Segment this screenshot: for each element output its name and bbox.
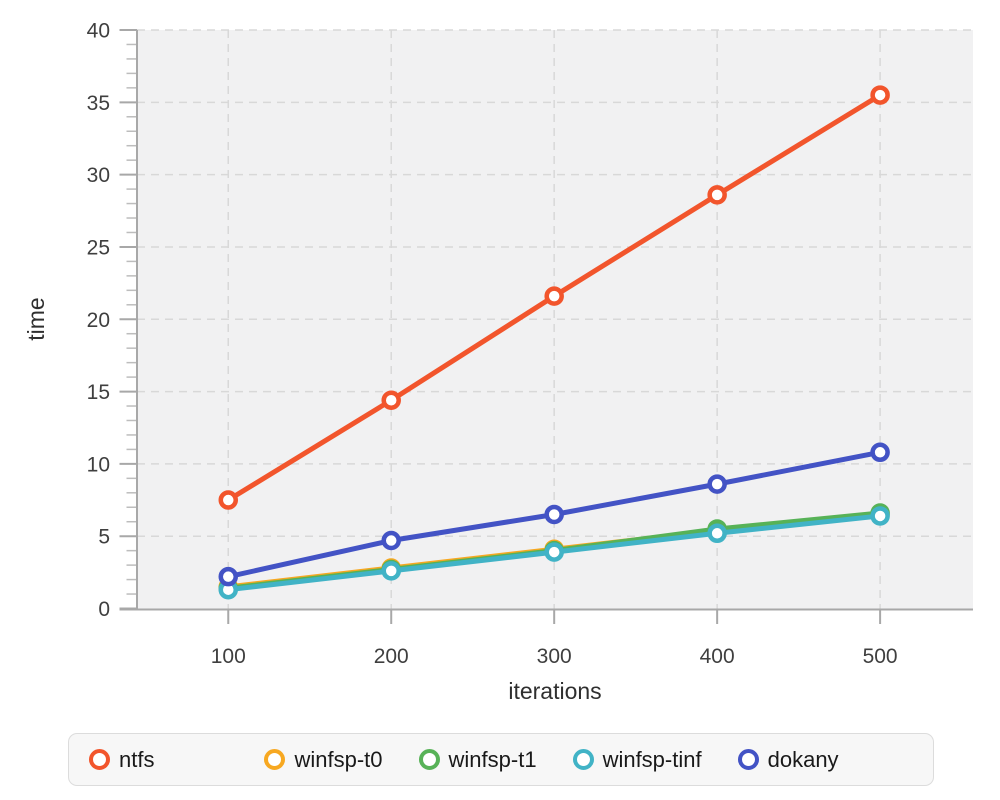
data-point-dokany bbox=[544, 504, 564, 525]
x-tick-label: 500 bbox=[863, 645, 898, 668]
legend-item-winfsp-t0[interactable]: winfsp-t0 bbox=[264, 746, 383, 773]
data-point-winfsp-tinf bbox=[381, 561, 401, 581]
data-point-ntfs bbox=[218, 490, 239, 510]
y-tick-label: 10 bbox=[87, 453, 110, 476]
data-point-dokany bbox=[218, 566, 239, 587]
x-tick-label: 200 bbox=[374, 645, 409, 668]
data-point-ntfs bbox=[870, 85, 890, 105]
chart-legend: ntfs winfsp-t0 winfsp-t1 winfsp-tinf dokany bbox=[68, 733, 934, 786]
legend-label: dokany bbox=[767, 746, 839, 772]
data-point-winfsp-tinf bbox=[870, 506, 890, 526]
legend-item-winfsp-tinf[interactable]: winfsp-tinf bbox=[572, 746, 702, 773]
y-tick-label: 30 bbox=[87, 164, 110, 187]
data-point-ntfs bbox=[381, 390, 401, 410]
legend-marker-icon bbox=[572, 749, 594, 770]
x-axis-title: iterations bbox=[508, 678, 601, 704]
y-tick-label: 40 bbox=[87, 20, 110, 43]
y-tick-label: 15 bbox=[87, 381, 110, 404]
legend-marker-icon bbox=[89, 749, 110, 770]
x-tick-label: 100 bbox=[211, 645, 246, 668]
y-tick-label: 0 bbox=[98, 598, 110, 621]
data-point-winfsp-tinf bbox=[544, 542, 564, 562]
x-tick-label: 400 bbox=[700, 645, 735, 668]
legend-marker-icon bbox=[418, 749, 440, 770]
y-tick-label: 35 bbox=[87, 92, 110, 115]
data-point-dokany bbox=[707, 474, 727, 494]
legend-item-dokany[interactable]: dokany bbox=[737, 746, 839, 773]
legend-item-winfsp-t1[interactable]: winfsp-t1 bbox=[418, 746, 537, 773]
data-point-ntfs bbox=[707, 185, 727, 205]
data-point-ntfs bbox=[544, 286, 564, 306]
legend-label: ntfs bbox=[119, 746, 155, 772]
x-tick-label: 300 bbox=[537, 645, 572, 668]
legend-label: winfsp-t0 bbox=[294, 746, 383, 772]
legend-item-ntfs[interactable]: ntfs bbox=[89, 747, 154, 773]
line-chart: 0 5 10 15 20 25 30 35 40 100 200 300 400 500 time ite… bbox=[23, 20, 973, 704]
chart-layers: 0 5 10 15 20 25 30 35 40 100 200 300 400 500 bbox=[87, 20, 973, 668]
y-tick-label: 25 bbox=[87, 236, 110, 259]
legend-marker-icon bbox=[737, 749, 759, 770]
data-point-dokany bbox=[381, 530, 401, 551]
legend-label: winfsp-t1 bbox=[448, 746, 537, 772]
data-point-winfsp-tinf bbox=[707, 523, 727, 544]
y-tick-label: 20 bbox=[87, 309, 110, 332]
legend-marker-icon bbox=[264, 749, 286, 770]
data-point-dokany bbox=[870, 442, 890, 463]
y-axis-title: time bbox=[23, 297, 49, 340]
y-tick-label: 5 bbox=[98, 526, 110, 549]
legend-label: winfsp-tinf bbox=[602, 746, 702, 772]
